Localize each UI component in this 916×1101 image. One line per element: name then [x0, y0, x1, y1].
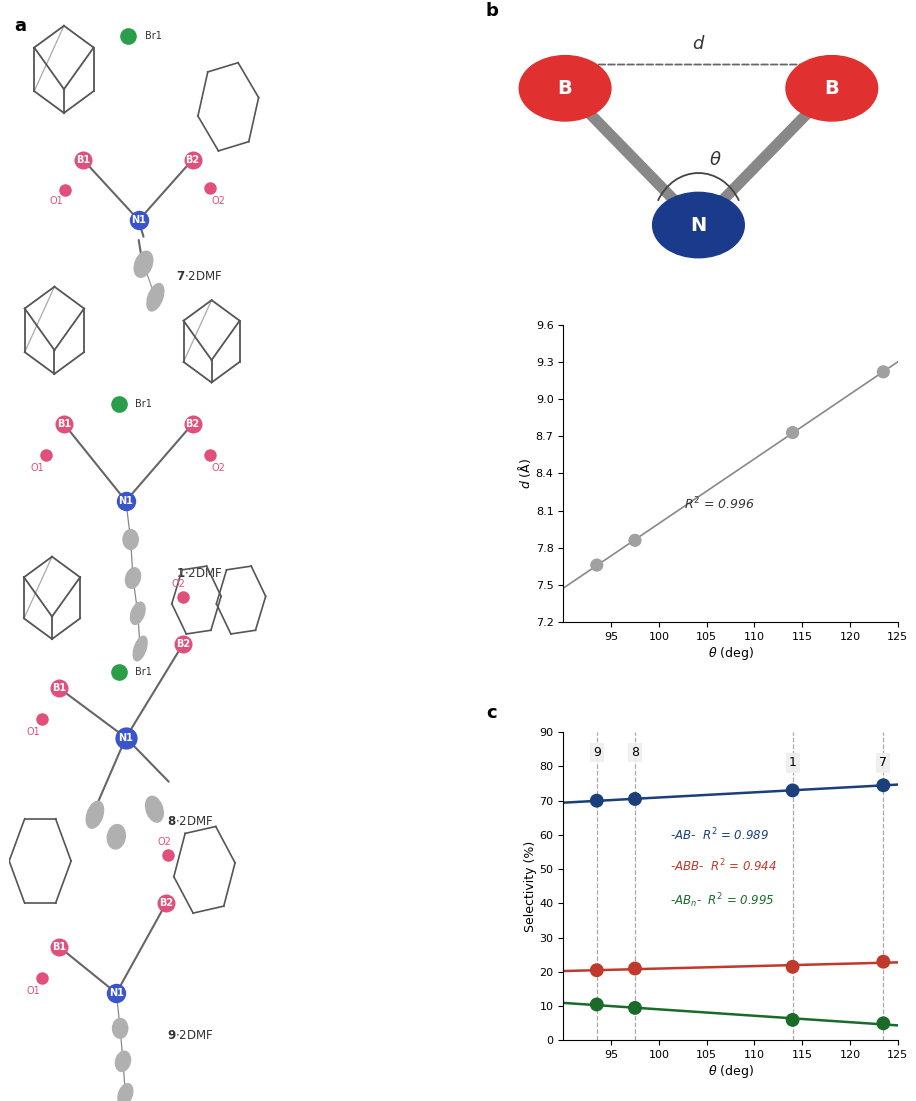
- Text: $\mathbf{1}{\cdot}$2DMF: $\mathbf{1}{\cdot}$2DMF: [177, 567, 223, 580]
- Text: $d$: $d$: [692, 35, 705, 53]
- Text: Br1: Br1: [145, 31, 162, 42]
- Text: b: b: [485, 2, 499, 20]
- Text: O2: O2: [212, 462, 225, 473]
- Text: B1: B1: [52, 941, 66, 952]
- Circle shape: [652, 193, 745, 258]
- Circle shape: [519, 55, 611, 121]
- Text: Br1: Br1: [136, 399, 152, 410]
- Ellipse shape: [133, 636, 147, 661]
- Point: [785, 1011, 800, 1028]
- Ellipse shape: [123, 530, 138, 549]
- Point: [627, 960, 642, 978]
- Point: [876, 952, 890, 970]
- Text: $\theta$: $\theta$: [709, 151, 722, 168]
- Ellipse shape: [118, 1083, 133, 1101]
- Point: [590, 556, 605, 574]
- Text: 8: 8: [631, 746, 639, 760]
- Text: O1: O1: [49, 196, 64, 207]
- Ellipse shape: [125, 568, 140, 588]
- Text: B: B: [824, 79, 839, 98]
- Ellipse shape: [113, 1018, 127, 1038]
- Text: -AB-  $R^2$ = 0.989: -AB- $R^2$ = 0.989: [671, 827, 769, 843]
- Text: N1: N1: [109, 988, 124, 999]
- Text: B2: B2: [185, 154, 200, 165]
- Circle shape: [786, 55, 878, 121]
- Text: $\mathbf{8}{\cdot}$2DMF: $\mathbf{8}{\cdot}$2DMF: [167, 815, 213, 828]
- Text: 9: 9: [593, 746, 601, 760]
- Text: O1: O1: [26, 727, 40, 738]
- Text: N1: N1: [131, 215, 147, 226]
- Text: B1: B1: [76, 154, 90, 165]
- Text: $R^2$ = 0.996: $R^2$ = 0.996: [683, 495, 755, 512]
- X-axis label: $\theta$ (deg): $\theta$ (deg): [707, 644, 754, 662]
- Text: Br1: Br1: [136, 666, 152, 677]
- Ellipse shape: [130, 602, 145, 624]
- Text: N1: N1: [118, 495, 134, 506]
- Text: O2: O2: [212, 196, 225, 207]
- Text: 7: 7: [879, 756, 888, 770]
- Text: O2: O2: [171, 578, 185, 589]
- Text: 1: 1: [789, 756, 797, 770]
- Point: [590, 961, 605, 979]
- Text: $\mathbf{7}{\cdot}$2DMF: $\mathbf{7}{\cdot}$2DMF: [177, 270, 223, 283]
- Text: B1: B1: [57, 418, 71, 429]
- Text: B1: B1: [52, 683, 66, 694]
- Text: O2: O2: [157, 837, 171, 848]
- Text: $\mathbf{9}{\cdot}$2DMF: $\mathbf{9}{\cdot}$2DMF: [167, 1029, 213, 1043]
- Text: B2: B2: [159, 897, 173, 908]
- Ellipse shape: [115, 1051, 131, 1071]
- Ellipse shape: [86, 802, 104, 828]
- Text: -AB$_n$-  $R^2$ = 0.995: -AB$_n$- $R^2$ = 0.995: [671, 891, 775, 909]
- Y-axis label: Selectivity (%): Selectivity (%): [524, 841, 537, 931]
- Text: a: a: [14, 17, 26, 34]
- X-axis label: $\theta$ (deg): $\theta$ (deg): [707, 1062, 754, 1080]
- Point: [590, 792, 605, 809]
- Point: [876, 363, 890, 381]
- Point: [876, 776, 890, 794]
- Point: [590, 995, 605, 1013]
- Point: [627, 791, 642, 808]
- Text: B: B: [558, 79, 572, 98]
- Text: N: N: [691, 216, 706, 235]
- Text: O1: O1: [26, 985, 40, 996]
- Ellipse shape: [147, 284, 164, 310]
- Text: c: c: [486, 705, 497, 722]
- Ellipse shape: [146, 796, 163, 822]
- Point: [785, 958, 800, 975]
- Point: [785, 424, 800, 442]
- Text: B2: B2: [176, 639, 191, 650]
- Text: O1: O1: [31, 462, 45, 473]
- Point: [785, 782, 800, 799]
- Text: N1: N1: [118, 732, 134, 743]
- Y-axis label: $d$ (Å): $d$ (Å): [516, 458, 533, 489]
- Point: [627, 999, 642, 1016]
- Ellipse shape: [107, 825, 125, 849]
- Text: -ABB-  $R^2$ = 0.944: -ABB- $R^2$ = 0.944: [671, 858, 777, 874]
- Point: [876, 1014, 890, 1032]
- Text: B2: B2: [185, 418, 200, 429]
- Point: [627, 532, 642, 549]
- Ellipse shape: [134, 251, 153, 277]
